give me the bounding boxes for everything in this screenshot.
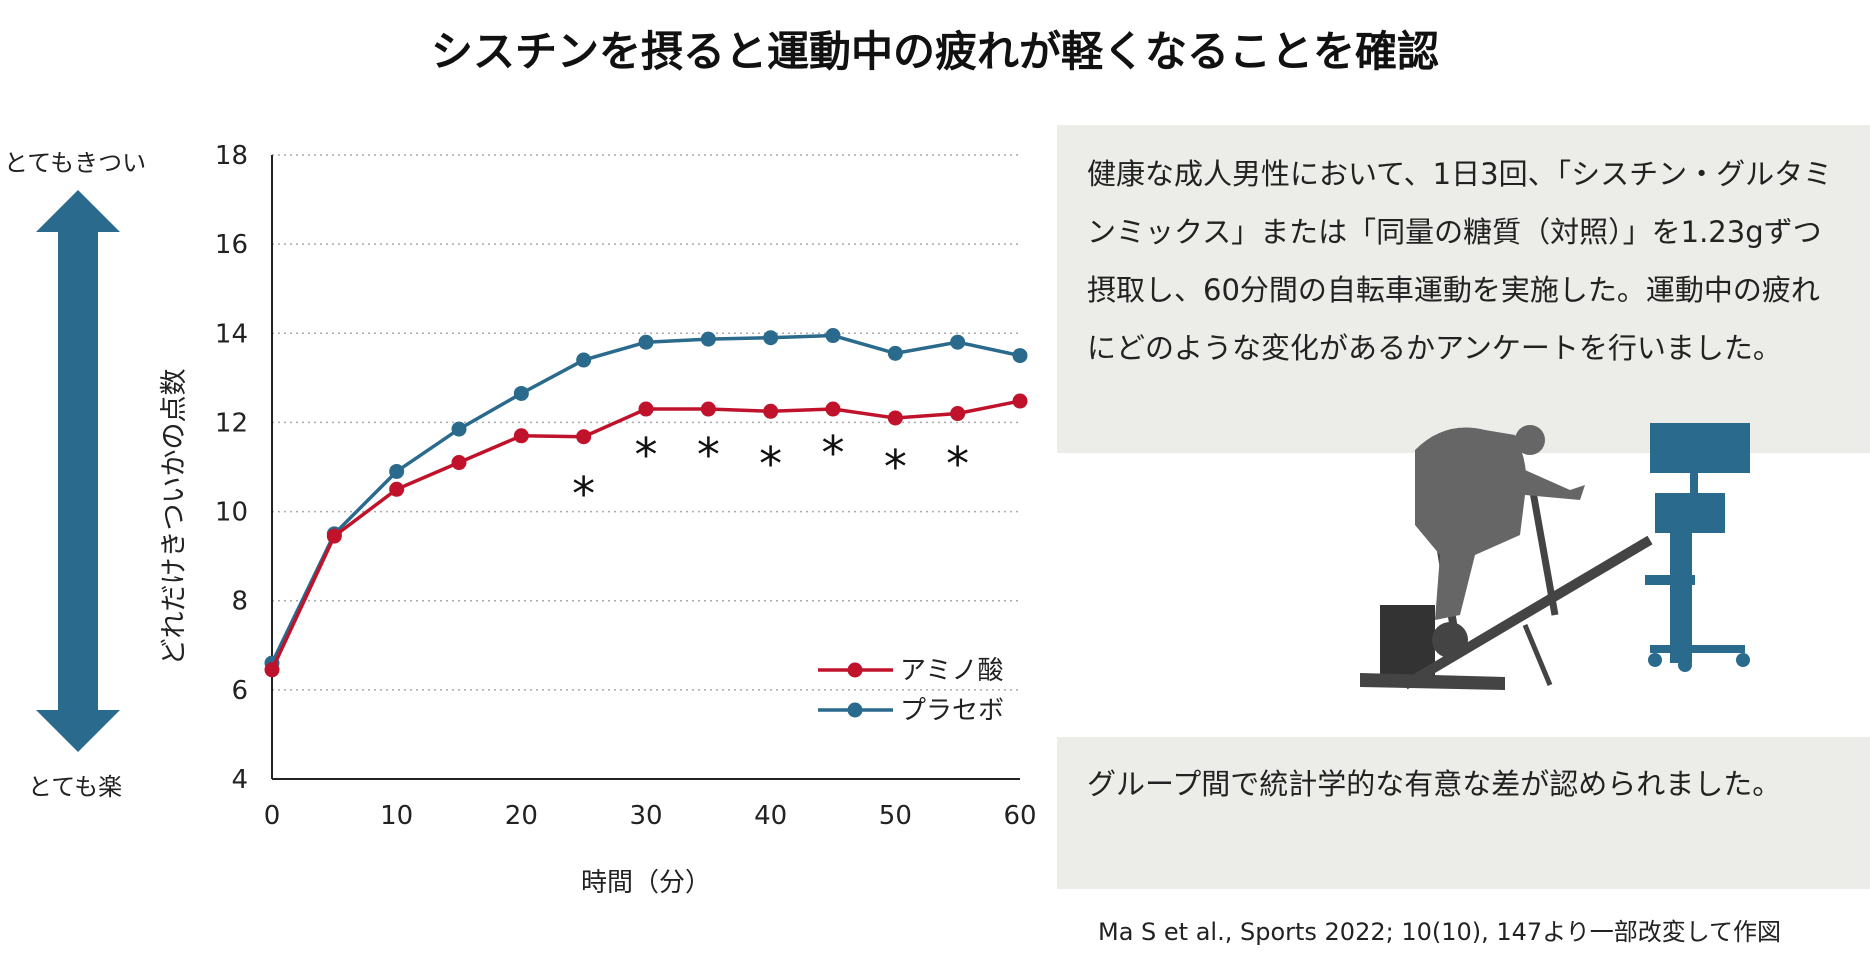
- data-point: [1012, 348, 1028, 364]
- x-tick-label: 20: [505, 801, 538, 831]
- data-point: [451, 455, 467, 471]
- scale-bottom-label: とても楽: [28, 773, 123, 801]
- legend-label: アミノ酸: [900, 656, 1003, 686]
- y-tick-label: 4: [231, 765, 248, 795]
- legend-marker: [847, 662, 863, 678]
- data-point: [576, 429, 592, 445]
- data-point: [1012, 393, 1028, 409]
- data-point: [825, 401, 841, 417]
- data-point: [700, 331, 716, 347]
- x-tick-label: 50: [879, 801, 912, 831]
- y-tick-label: 16: [215, 230, 248, 260]
- chart: 4 6 8 10 12 14 16 18 0 10 20 30 40 50 60 時間（分） どれだけきついかの…: [36, 141, 1037, 898]
- significance-marker: *: [884, 440, 907, 494]
- x-tick-label: 40: [754, 801, 787, 831]
- data-point: [513, 428, 529, 444]
- significance-marker: *: [635, 428, 658, 482]
- x-tick-label: 10: [380, 801, 413, 831]
- data-point: [513, 385, 529, 401]
- data-point: [389, 481, 405, 497]
- data-point: [576, 352, 592, 368]
- data-point: [887, 410, 903, 426]
- data-point: [638, 334, 654, 350]
- y-tick-label: 18: [215, 141, 248, 171]
- y-tick-label: 6: [231, 676, 248, 706]
- data-point: [326, 528, 342, 544]
- result-box: グループ間で統計学的な有意な差が認められました。: [1057, 737, 1870, 889]
- legend-marker: [847, 702, 863, 718]
- description-box: 健康な成人男性において、1日3回、「シスチン・グルタミンミックス」または「同量の…: [1057, 125, 1870, 453]
- significance-marker: *: [759, 437, 782, 491]
- x-axis-label: 時間（分）: [581, 868, 711, 898]
- y-tick-label: 12: [215, 408, 248, 438]
- x-tick-label: 30: [629, 801, 662, 831]
- significance-marker: *: [822, 426, 845, 480]
- y-tick-label: 10: [215, 498, 248, 528]
- double-arrow-icon: [36, 190, 120, 752]
- data-point: [451, 421, 467, 437]
- data-point: [763, 330, 779, 346]
- scale-top-label: とてもきつい: [4, 149, 147, 177]
- x-tick-label: 60: [1003, 801, 1036, 831]
- legend-label: プラセボ: [900, 696, 1004, 726]
- data-point: [700, 401, 716, 417]
- data-point: [763, 403, 779, 419]
- data-point: [825, 328, 841, 344]
- significance-marker: *: [697, 428, 720, 482]
- cyclist-on-ergometer-icon: [1360, 423, 1750, 690]
- y-tick-label: 14: [215, 319, 248, 349]
- citation: Ma S et al., Sports 2022; 10(10), 147より一…: [1098, 918, 1781, 946]
- data-point: [950, 334, 966, 350]
- significance-marker: *: [946, 437, 969, 491]
- x-tick-label: 0: [264, 801, 281, 831]
- data-point: [950, 406, 966, 422]
- page-title: シスチンを摂ると運動中の疲れが軽くなることを確認: [430, 27, 1439, 76]
- y-axis-label: どれだけきついかの点数: [159, 369, 190, 666]
- data-point: [887, 345, 903, 361]
- data-point: [389, 463, 405, 479]
- data-point: [638, 401, 654, 417]
- significance-marker: *: [572, 467, 595, 521]
- data-point: [264, 662, 280, 678]
- y-tick-label: 8: [231, 587, 248, 617]
